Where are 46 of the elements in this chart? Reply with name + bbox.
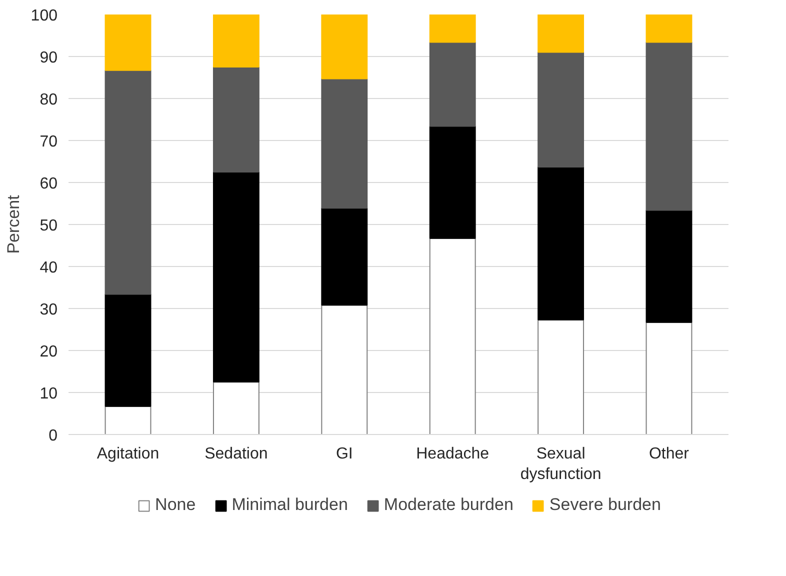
bar	[646, 42, 692, 211]
bar	[212, 66, 260, 172]
bar	[429, 238, 476, 434]
x-tick-label: Sexual dysfunction	[520, 446, 602, 483]
y-tick-label: 40	[40, 260, 58, 276]
bar	[429, 14, 476, 43]
legend-label: Moderate burden	[384, 495, 514, 515]
bar	[321, 304, 368, 434]
bar	[538, 166, 584, 320]
bar	[429, 126, 476, 239]
bar	[538, 14, 584, 53]
y-tick-label: 80	[40, 92, 58, 108]
x-tick-label: Headache	[416, 446, 490, 462]
legend-label: Minimal burden	[232, 495, 348, 515]
y-tick-label: 10	[40, 386, 58, 402]
legend-label: Severe burden	[549, 495, 661, 515]
legend-label: None	[155, 495, 196, 515]
y-tick-label: 100	[30, 8, 58, 24]
bar	[212, 14, 260, 68]
bar	[538, 52, 584, 168]
y-tick-label: 90	[40, 50, 58, 66]
x-tick-label: GI	[336, 446, 353, 462]
y-tick-label: 50	[40, 218, 58, 234]
x-tick-label: Other	[648, 446, 690, 462]
bar	[104, 294, 152, 407]
bar	[321, 14, 368, 80]
bar	[104, 14, 152, 71]
bar	[212, 382, 260, 434]
y-axis-title: Percent	[4, 194, 23, 254]
bar	[321, 208, 368, 306]
bar	[321, 78, 368, 209]
bar	[646, 210, 692, 323]
bar	[538, 319, 584, 434]
x-tick-label: Sedation	[204, 446, 268, 462]
x-tick-label: Agitation	[96, 446, 160, 462]
y-tick-label: 0	[48, 428, 58, 444]
bar	[212, 172, 260, 382]
y-tick-label: 20	[40, 344, 58, 360]
bar	[646, 14, 692, 43]
bar	[646, 322, 692, 434]
y-tick-label: 30	[40, 302, 58, 318]
y-tick-label: 60	[40, 176, 58, 192]
bar	[104, 406, 152, 434]
y-tick-label: 70	[40, 134, 58, 150]
bar	[429, 42, 476, 127]
bar	[104, 70, 152, 295]
